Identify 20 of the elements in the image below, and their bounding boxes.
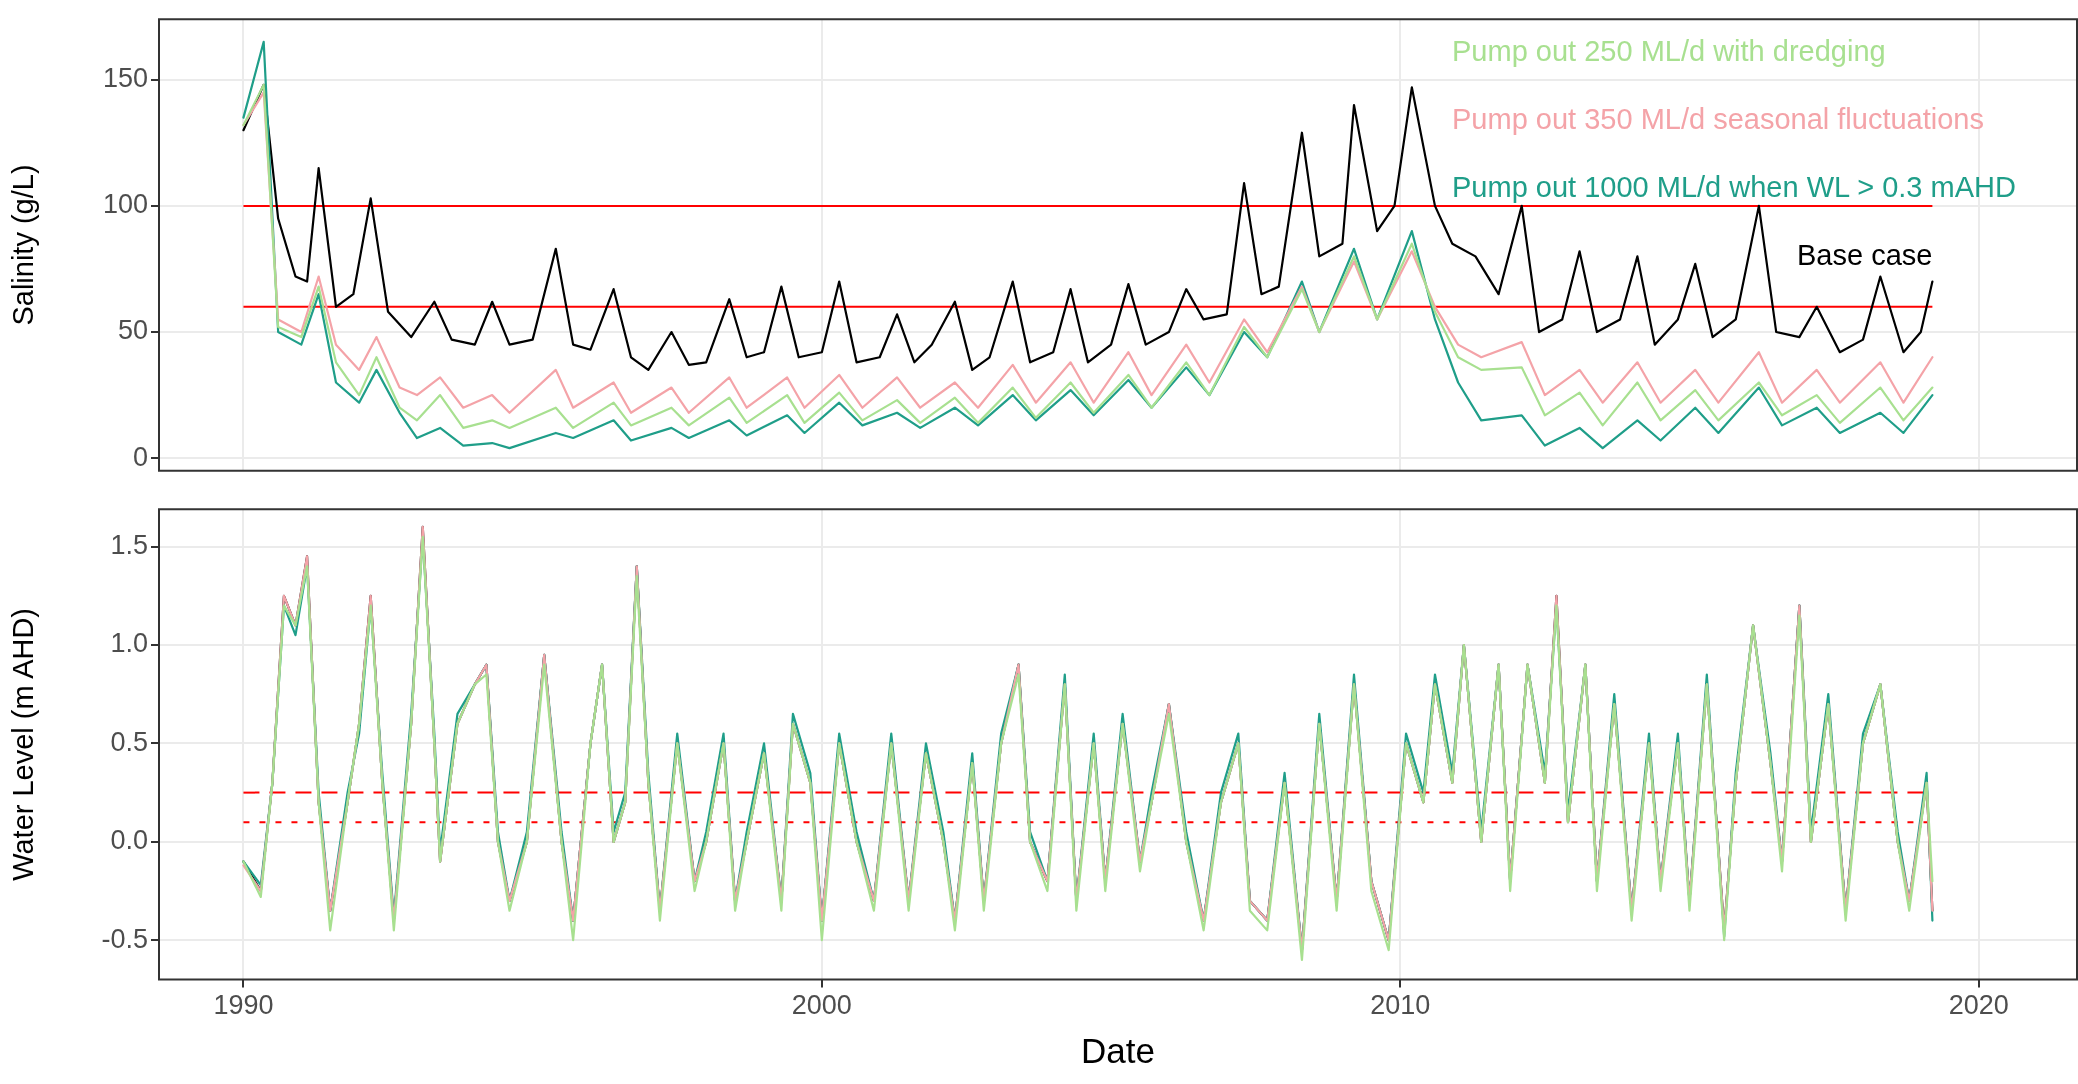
x-tick-label: 2000	[791, 990, 852, 1021]
y-tick-label: 0.5	[110, 726, 148, 757]
x-tick-label: 2020	[1948, 990, 2009, 1021]
y-tick-label: 0	[132, 441, 148, 472]
y-tick-label: 1.0	[110, 628, 148, 659]
text: Pump out 350 ML/d seasonal fluctuations	[1452, 103, 1984, 136]
series-label: Base case	[1796, 239, 1933, 272]
y-axis-title: Water Level (m AHD)	[7, 607, 40, 881]
y-tick-label: 1.5	[110, 530, 148, 561]
series-label: Pump out 1000 ML/d when WL > 0.3 mAHD	[1452, 171, 2016, 204]
text: Pump out 250 ML/d with dredging	[1452, 35, 1886, 68]
y-tick-label: 50	[117, 315, 148, 346]
y-tick-label: 100	[102, 189, 148, 220]
x-tick-label: 2010	[1370, 990, 1431, 1021]
y-axis-title: Salinity (g/L)	[7, 164, 40, 326]
y-tick-label: 150	[102, 63, 148, 94]
x-axis-title: Date	[1081, 1030, 1155, 1070]
y-tick-label: 0.0	[110, 825, 148, 856]
x-tick-label: 1990	[213, 990, 274, 1021]
y-tick-label: -0.5	[101, 923, 148, 954]
